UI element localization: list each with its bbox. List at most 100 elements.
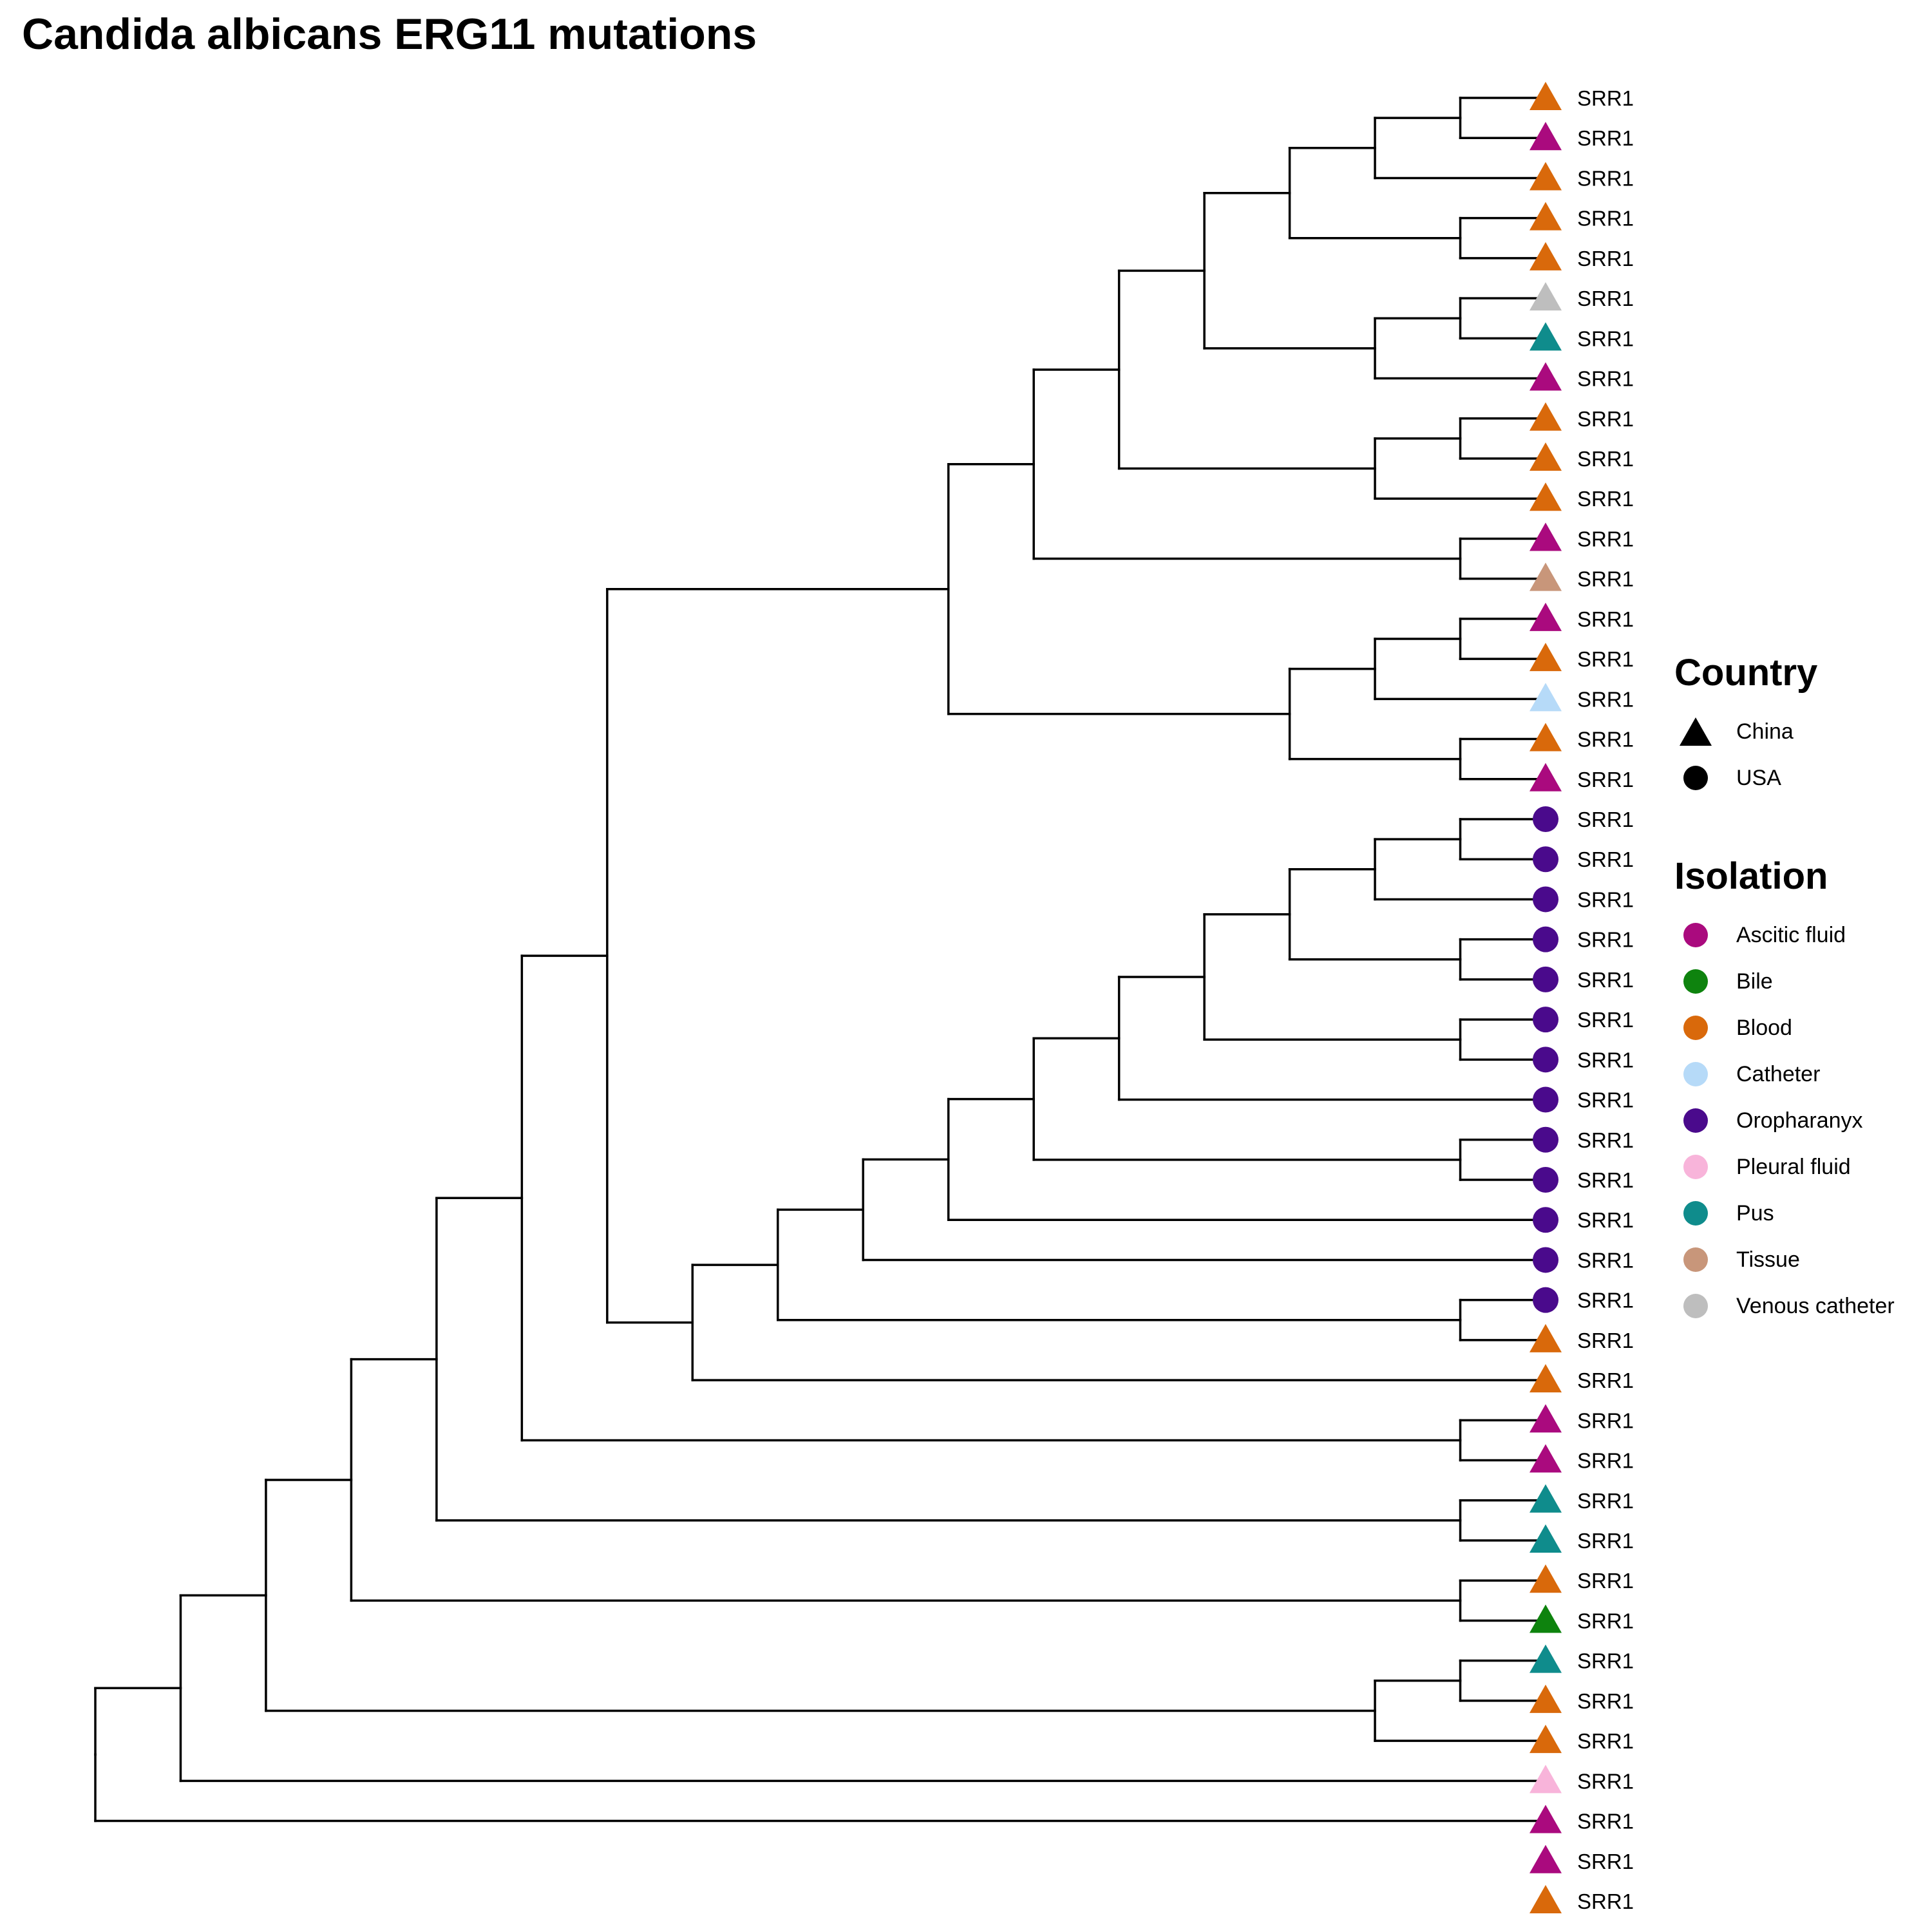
tip-label: SRR1 (1577, 1529, 1634, 1553)
tip-triangle-marker (1530, 762, 1562, 791)
tip-triangle-marker (1530, 1404, 1562, 1433)
circle-icon (1683, 1108, 1708, 1133)
tip-triangle-marker (1530, 322, 1562, 351)
tip-label: SRR1 (1577, 1649, 1634, 1673)
tip-circle-marker (1533, 966, 1558, 992)
legend-label: Oropharanyx (1736, 1108, 1863, 1133)
tip-label: SRR1 (1577, 367, 1634, 391)
tip-triangle-marker (1530, 162, 1562, 191)
tip-triangle-marker (1530, 1444, 1562, 1473)
tip-triangle-marker (1530, 202, 1562, 231)
legend-country: Country China USA (1674, 650, 1817, 801)
tip-label: SRR1 (1577, 1368, 1634, 1392)
legend-country-title: Country (1674, 652, 1818, 694)
tip-circle-marker (1533, 806, 1558, 832)
tip-label: SRR1 (1577, 1329, 1634, 1352)
chart-title: Candida albicans ERG11 mutations (22, 10, 757, 59)
circle-icon (1683, 923, 1708, 947)
tip-label: SRR1 (1577, 1008, 1634, 1032)
tip-circle-marker (1533, 1046, 1558, 1073)
legend-item-oropharanyx: Oropharanyx (1674, 1097, 1895, 1144)
tip-triangle-marker (1530, 1364, 1562, 1393)
legend-item-catheter: Catheter (1674, 1051, 1895, 1097)
circle-icon (1683, 1294, 1708, 1318)
tip-label: SRR1 (1577, 808, 1634, 831)
legend-label: Pleural fluid (1736, 1154, 1851, 1179)
tree-branches (94, 97, 1547, 1823)
tip-label: SRR1 (1577, 287, 1634, 310)
tip-label: SRR1 (1577, 1408, 1634, 1432)
tip-triangle-marker (1530, 1323, 1562, 1352)
legend-item-usa: USA (1674, 755, 1817, 801)
legend-label: Venous catheter (1736, 1293, 1895, 1318)
tip-circle-marker (1533, 1167, 1558, 1193)
tip-label: SRR1 (1577, 327, 1634, 350)
legend-item-bile: Bile (1674, 958, 1895, 1005)
tip-circle-marker (1533, 1007, 1558, 1033)
circle-icon (1683, 1062, 1708, 1086)
tip-triangle-marker (1530, 82, 1562, 110)
circle-icon (1683, 1155, 1708, 1179)
tip-circle-marker (1533, 1207, 1558, 1233)
tip-label: SRR1 (1577, 1248, 1634, 1272)
legend-label: Tissue (1736, 1247, 1800, 1272)
legend-label: Ascitic fluid (1736, 922, 1846, 947)
tip-label: SRR1 (1577, 848, 1634, 871)
tip-label: SRR1 (1577, 407, 1634, 431)
tip-label: SRR1 (1577, 687, 1634, 711)
tip-label: SRR1 (1577, 1850, 1634, 1873)
tip-label: SRR1 (1577, 1729, 1634, 1753)
tip-label: SRR1 (1577, 1810, 1634, 1833)
tip-circle-marker (1533, 1086, 1558, 1113)
tip-label: SRR1 (1577, 1048, 1634, 1072)
legend-label: USA (1736, 765, 1781, 790)
tip-label: SRR1 (1577, 86, 1634, 110)
tip-triangle-marker (1530, 1725, 1562, 1754)
tip-triangle-marker (1530, 1684, 1562, 1713)
tip-triangle-marker (1530, 1484, 1562, 1513)
tip-triangle-marker (1530, 1804, 1562, 1833)
legend-label: Bile (1736, 969, 1773, 994)
tip-triangle-marker (1530, 122, 1562, 151)
tip-label: SRR1 (1577, 166, 1634, 190)
legend-item-pleural-fluid: Pleural fluid (1674, 1144, 1895, 1190)
tip-triangle-marker (1530, 723, 1562, 752)
tip-label: SRR1 (1577, 1168, 1634, 1192)
tip-circle-marker (1533, 1126, 1558, 1153)
tip-label: SRR1 (1577, 1128, 1634, 1152)
tip-triangle-marker (1530, 1524, 1562, 1553)
circle-icon (1683, 766, 1708, 790)
tip-label: SRR1 (1577, 1449, 1634, 1473)
tip-label: SRR1 (1577, 928, 1634, 952)
tip-circle-marker (1533, 846, 1558, 873)
tip-label: SRR1 (1577, 447, 1634, 471)
tip-triangle-marker (1530, 482, 1562, 511)
tip-triangle-marker (1530, 602, 1562, 631)
tip-triangle-marker (1530, 1644, 1562, 1673)
legend-label: Catheter (1736, 1061, 1821, 1086)
legend-label: Pus (1736, 1200, 1774, 1226)
tip-label: SRR1 (1577, 1489, 1634, 1513)
tip-triangle-marker (1530, 1564, 1562, 1593)
tip-triangle-marker (1530, 1844, 1562, 1873)
tree-tips: SRR1 SRR1 SRR1 SRR1 SRR1 SRR1 SRR1 SRR1 SRR1 SRR1… (1530, 82, 1634, 1913)
circle-icon (1683, 1016, 1708, 1040)
tip-triangle-marker (1530, 522, 1562, 551)
tip-label: SRR1 (1577, 1208, 1634, 1232)
tip-label: SRR1 (1577, 968, 1634, 992)
circle-icon (1683, 1201, 1708, 1226)
tip-circle-marker (1533, 886, 1558, 913)
tip-triangle-marker (1530, 1765, 1562, 1794)
tip-label: SRR1 (1577, 1289, 1634, 1312)
tip-triangle-marker (1530, 282, 1562, 311)
tip-triangle-marker (1530, 242, 1562, 270)
tip-label: SRR1 (1577, 247, 1634, 270)
tip-label: SRR1 (1577, 487, 1634, 511)
tip-triangle-marker (1530, 562, 1562, 591)
legend-item-blood: Blood (1674, 1005, 1895, 1051)
tip-label: SRR1 (1577, 768, 1634, 791)
tip-triangle-marker (1530, 362, 1562, 391)
legend-item-tissue: Tissue (1674, 1236, 1895, 1283)
legend-isolation: Isolation Ascitic fluid Bile Blood Catheter… (1674, 854, 1895, 1329)
circle-icon (1683, 969, 1708, 994)
